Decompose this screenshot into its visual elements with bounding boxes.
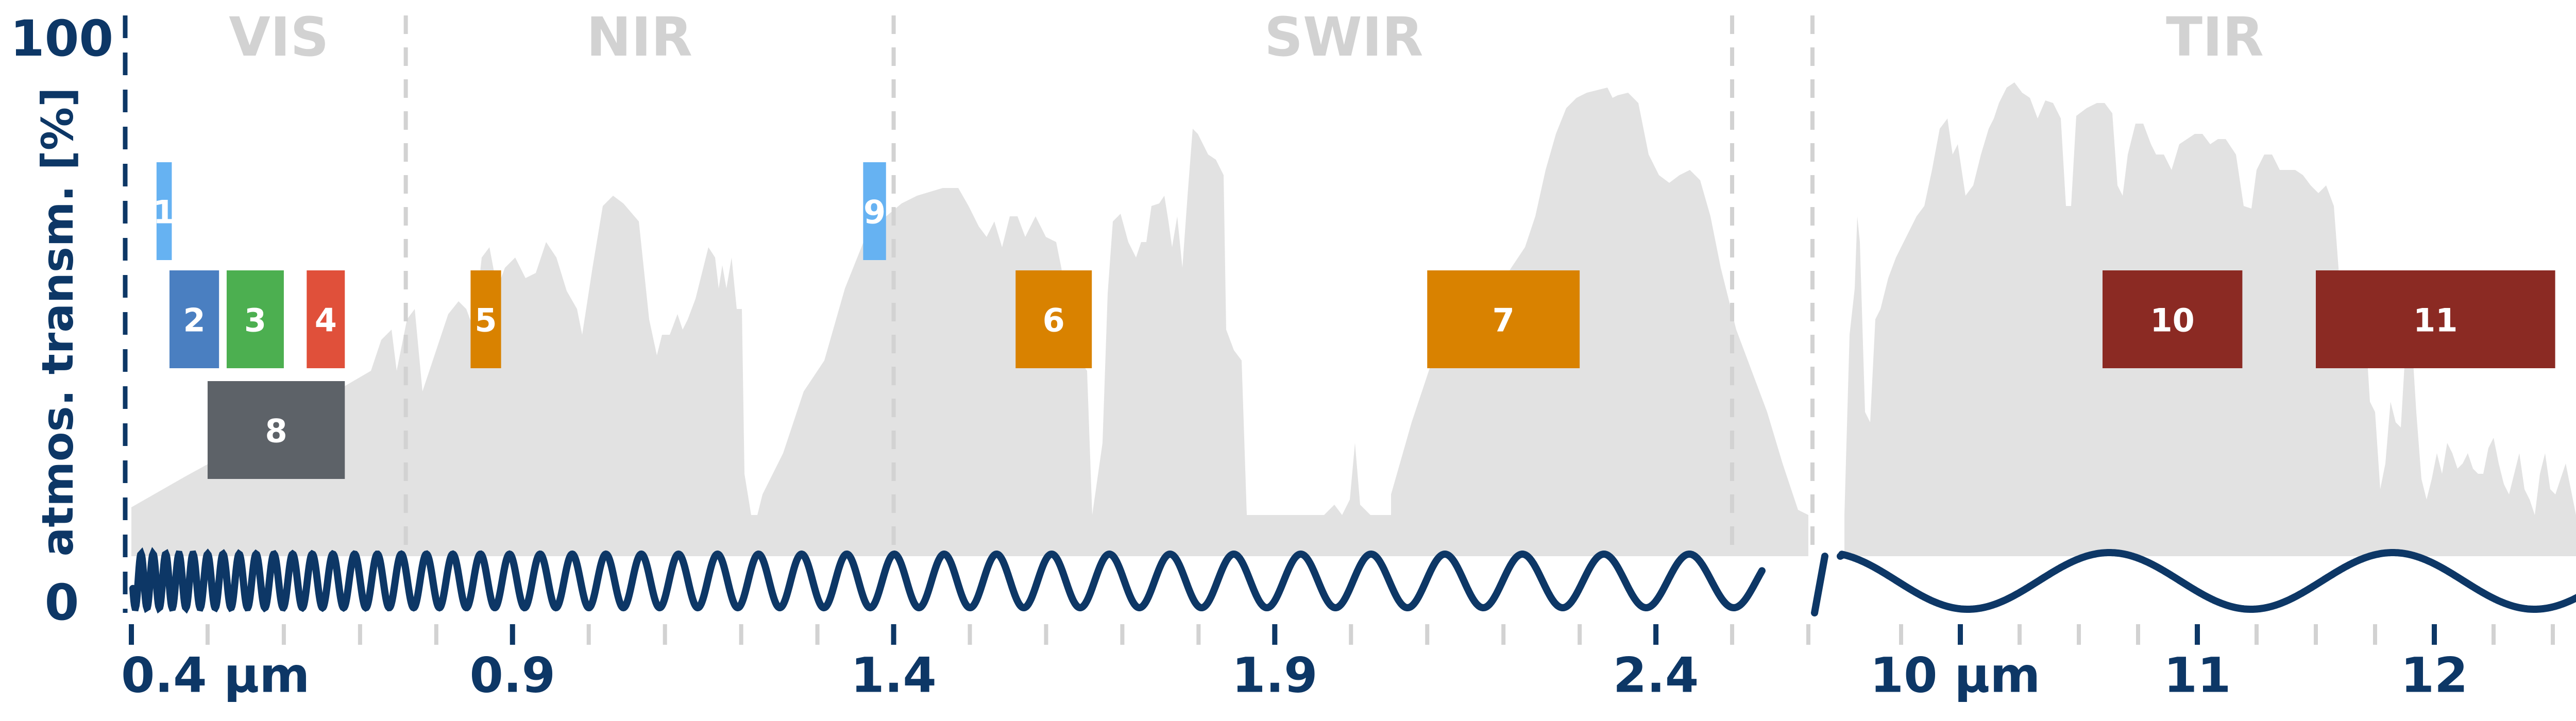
band-rect [169, 270, 219, 368]
y-tick-label: 100 [10, 10, 113, 67]
band-label: 10 [2150, 302, 2195, 339]
band-10: 10 [2103, 270, 2243, 368]
band-label: 11 [2413, 302, 2458, 339]
band-rect [207, 381, 345, 479]
band-1: 1 [153, 162, 175, 260]
band-rect [156, 162, 172, 260]
band-rect [226, 270, 284, 368]
band-rect [1427, 270, 1580, 368]
band-8: 8 [207, 381, 345, 479]
band-label: 3 [244, 302, 266, 339]
band-9: 9 [863, 162, 886, 260]
band-label: 2 [183, 302, 205, 339]
band-rect [863, 162, 886, 260]
x-tick-label: 12 [2401, 648, 2468, 704]
x-tick-label: 11 [2164, 648, 2231, 704]
x-tick-label: 2.4 [1613, 648, 1699, 704]
x-tick-label: 0.9 [470, 648, 556, 704]
transmission-area-vnir-swir [131, 88, 1808, 556]
band-6: 6 [1015, 270, 1092, 368]
band-7: 7 [1427, 270, 1580, 368]
band-2: 2 [169, 270, 219, 368]
axis-break-mark [1811, 553, 1828, 616]
band-5: 5 [470, 270, 501, 368]
band-3: 3 [226, 270, 284, 368]
band-label: 1 [153, 194, 175, 231]
band-label: 4 [315, 302, 337, 339]
region-label: SWIR [1264, 6, 1423, 68]
band-rect [2103, 270, 2243, 368]
band-rect [2316, 270, 2555, 368]
wavelength-wave-long [1838, 549, 2576, 613]
band-rect [1015, 270, 1092, 368]
band-4: 4 [307, 270, 345, 368]
band-rect [470, 270, 501, 368]
region-label: NIR [586, 6, 692, 68]
x-tick-label: 10 µm [1870, 648, 2041, 704]
band-label: 7 [1493, 302, 1515, 339]
band-label: 8 [265, 413, 287, 450]
region-label: TIR [2166, 6, 2264, 68]
region-label: VIS [229, 6, 329, 68]
x-tick-label: 1.4 [851, 648, 937, 704]
x-tick-label: 1.9 [1232, 648, 1318, 704]
band-rect [307, 270, 345, 368]
band-11: 11 [2316, 270, 2555, 368]
band-label: 9 [863, 194, 886, 231]
y-tick-label: 0 [45, 574, 79, 631]
wavelength-wave-short [129, 547, 1766, 614]
x-tick-label: 0.4 µm [121, 648, 310, 704]
band-label: 5 [474, 302, 497, 339]
band-label: 6 [1043, 302, 1065, 339]
y-axis-label: atmos. transm. [%] [32, 88, 83, 557]
